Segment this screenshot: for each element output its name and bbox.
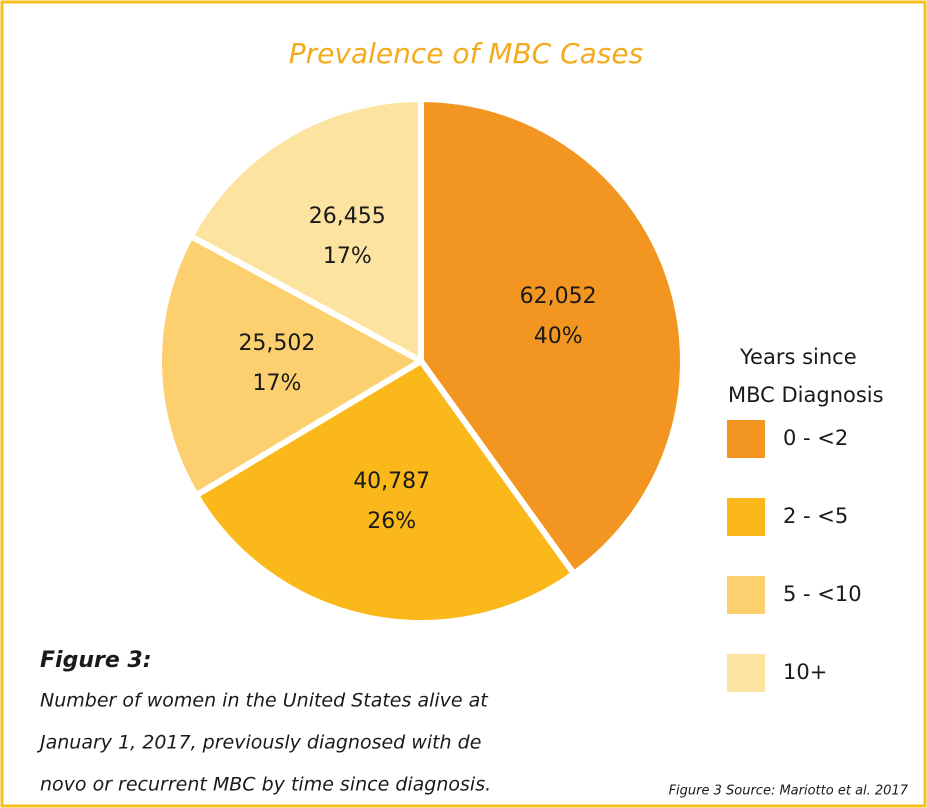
legend-swatch bbox=[727, 654, 765, 692]
pie-slice bbox=[418, 96, 686, 577]
legend-swatch bbox=[727, 420, 765, 458]
legend-title: MBC Diagnosis bbox=[728, 383, 884, 407]
caption-line: January 1, 2017, previously diagnosed wi… bbox=[36, 732, 481, 754]
percent-label: 17% bbox=[323, 244, 372, 269]
pie-slice bbox=[193, 358, 577, 626]
legend-label: 5 - <10 bbox=[783, 582, 862, 606]
legend-label: 2 - <5 bbox=[783, 504, 848, 528]
legend-label: 0 - <2 bbox=[783, 426, 848, 450]
legend-title: Years since bbox=[739, 345, 857, 369]
legend-swatch bbox=[727, 498, 765, 536]
percent-label: 40% bbox=[534, 324, 583, 349]
caption-line: Number of women in the United States ali… bbox=[40, 690, 489, 712]
caption-line: novo or recurrent MBC by time since diag… bbox=[40, 774, 491, 796]
pie-slice bbox=[187, 96, 424, 364]
caption-heading: Figure 3: bbox=[40, 648, 152, 673]
legend-swatch bbox=[727, 576, 765, 614]
source: Figure 3 Source: Mariotto et al. 2017 bbox=[669, 784, 909, 799]
pie-slice bbox=[156, 233, 424, 499]
legend-label: 10+ bbox=[783, 660, 827, 684]
value-label: 25,502 bbox=[238, 331, 315, 356]
value-label: 62,052 bbox=[520, 284, 597, 309]
value-label: 40,787 bbox=[353, 469, 430, 494]
percent-label: 17% bbox=[252, 371, 301, 396]
percent-label: 26% bbox=[367, 509, 416, 534]
chart-title: Prevalence of MBC Cases bbox=[289, 37, 643, 70]
value-label: 26,455 bbox=[309, 204, 386, 229]
